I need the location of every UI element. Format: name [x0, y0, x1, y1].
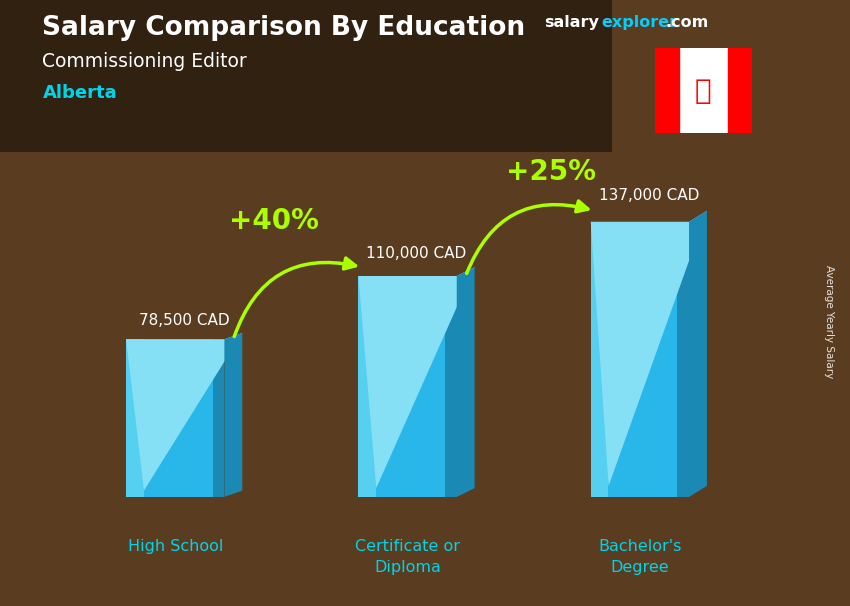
Text: +40%: +40%: [229, 207, 319, 235]
Bar: [445, 276, 456, 497]
Bar: [126, 339, 144, 497]
Text: High School: High School: [128, 539, 223, 554]
Bar: [591, 222, 689, 497]
Polygon shape: [359, 267, 474, 488]
Text: explorer: explorer: [602, 15, 678, 30]
Text: Bachelor's
Degree: Bachelor's Degree: [598, 539, 682, 575]
Text: .com: .com: [666, 15, 709, 30]
Polygon shape: [224, 333, 242, 497]
Text: 🍁: 🍁: [695, 77, 711, 105]
Text: Certificate or
Diploma: Certificate or Diploma: [355, 539, 460, 575]
Bar: [212, 339, 224, 497]
Text: Commissioning Editor: Commissioning Editor: [42, 52, 247, 70]
Text: +25%: +25%: [506, 158, 596, 186]
Bar: [654, 48, 679, 133]
Polygon shape: [689, 211, 707, 497]
Text: 110,000 CAD: 110,000 CAD: [366, 245, 467, 261]
Polygon shape: [456, 267, 474, 497]
Bar: [591, 222, 609, 497]
Bar: [359, 276, 456, 497]
Polygon shape: [126, 333, 242, 491]
Bar: [677, 222, 689, 497]
Text: Salary Comparison By Education: Salary Comparison By Education: [42, 15, 525, 41]
Polygon shape: [591, 211, 707, 486]
Text: salary: salary: [544, 15, 599, 30]
Text: 78,500 CAD: 78,500 CAD: [139, 313, 230, 328]
Bar: [126, 339, 224, 497]
Text: Alberta: Alberta: [42, 84, 117, 102]
Bar: [728, 48, 752, 133]
Bar: [359, 276, 376, 497]
Text: 137,000 CAD: 137,000 CAD: [598, 187, 699, 202]
Text: Average Yearly Salary: Average Yearly Salary: [824, 265, 834, 378]
